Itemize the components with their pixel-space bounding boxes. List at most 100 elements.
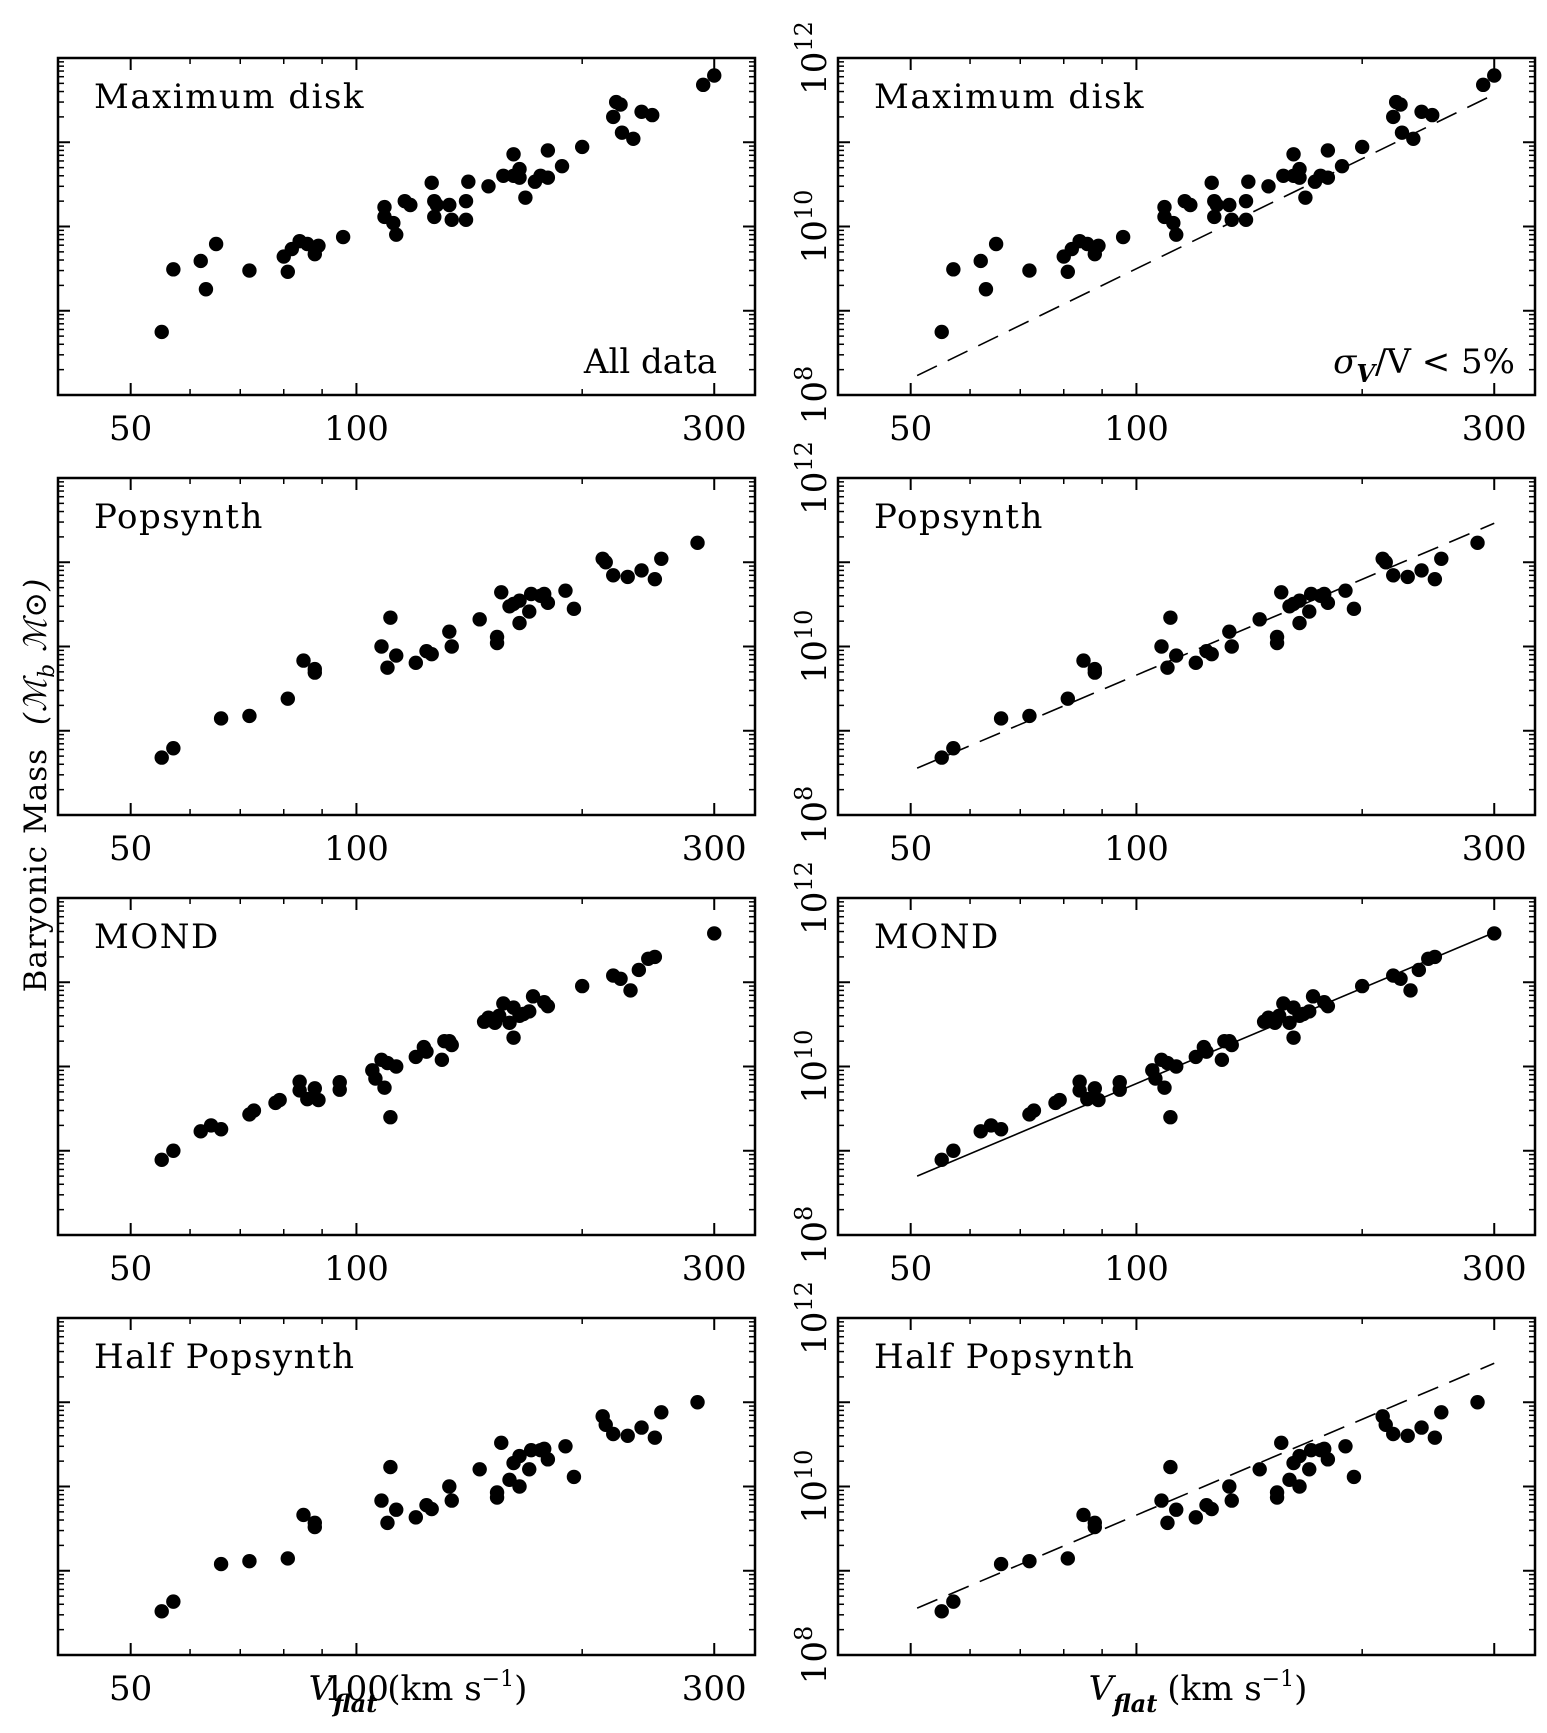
data-point bbox=[1163, 1110, 1178, 1125]
data-point bbox=[1302, 1004, 1317, 1019]
data-point bbox=[389, 227, 404, 242]
panel-label: Popsynth bbox=[94, 497, 264, 537]
data-point bbox=[1091, 1092, 1106, 1108]
x-tick-label: 50 bbox=[889, 1249, 932, 1289]
data-point bbox=[566, 601, 582, 617]
data-point bbox=[620, 569, 635, 585]
panel-left-4: 50 100 300 Half Popsynth bbox=[56, 1316, 757, 1709]
data-point bbox=[1269, 1490, 1285, 1505]
data-point bbox=[613, 971, 628, 986]
x-tick-label: 50 bbox=[889, 409, 932, 449]
data-point bbox=[1222, 197, 1237, 213]
data-point bbox=[166, 1143, 181, 1158]
data-point bbox=[1411, 962, 1427, 978]
x-tick-label: 100 bbox=[324, 409, 389, 449]
data-point bbox=[993, 1556, 1009, 1572]
data-point bbox=[1298, 190, 1313, 205]
x-tick-label: 300 bbox=[1462, 409, 1527, 449]
data-point bbox=[626, 131, 641, 146]
data-point bbox=[1204, 175, 1219, 191]
data-point bbox=[280, 691, 295, 706]
fit-line bbox=[916, 1362, 1495, 1609]
data-point bbox=[374, 1493, 389, 1508]
data-point bbox=[472, 612, 487, 627]
y-tick-label: 1012 bbox=[790, 1281, 835, 1355]
x-tick-label: 50 bbox=[109, 1249, 152, 1289]
data-point bbox=[1209, 197, 1225, 213]
data-point bbox=[1238, 193, 1254, 209]
data-point bbox=[1487, 926, 1502, 941]
data-point bbox=[1076, 653, 1091, 668]
data-point bbox=[489, 1490, 505, 1505]
data-point bbox=[606, 1426, 621, 1442]
data-point bbox=[1087, 1515, 1102, 1531]
data-point bbox=[1434, 551, 1449, 566]
data-point bbox=[1427, 571, 1443, 587]
data-point bbox=[307, 661, 322, 677]
data-point bbox=[383, 1459, 398, 1475]
y-tick-mantissa: 10 bbox=[795, 472, 835, 515]
x-tick-label: 50 bbox=[889, 829, 932, 869]
data-point bbox=[1112, 1082, 1127, 1097]
data-point bbox=[1154, 1493, 1169, 1508]
data-point bbox=[1414, 563, 1429, 578]
data-point bbox=[193, 253, 208, 269]
data-point bbox=[647, 571, 663, 587]
data-point bbox=[311, 238, 326, 254]
data-point bbox=[1241, 174, 1256, 189]
x-tick-label: 300 bbox=[1462, 1249, 1527, 1289]
data-point bbox=[242, 1553, 257, 1569]
data-point bbox=[1320, 998, 1336, 1014]
x-tick-label: 50 bbox=[109, 1669, 152, 1709]
data-point bbox=[1022, 263, 1037, 278]
data-point bbox=[442, 624, 457, 639]
data-point bbox=[1354, 978, 1370, 994]
data-point bbox=[614, 125, 630, 140]
data-point bbox=[506, 147, 521, 162]
x-tick-label: 300 bbox=[682, 829, 747, 869]
data-point bbox=[494, 585, 509, 600]
data-point bbox=[1204, 647, 1219, 662]
y-tick-mantissa: 10 bbox=[795, 640, 835, 683]
x-tick-label: 300 bbox=[682, 1249, 747, 1289]
data-point bbox=[690, 1395, 705, 1410]
panel-note: All data bbox=[583, 342, 717, 382]
data-point bbox=[1292, 593, 1307, 608]
data-point bbox=[1346, 601, 1362, 617]
data-point bbox=[518, 190, 533, 205]
note-sigma: σ bbox=[1333, 342, 1357, 382]
data-point bbox=[1160, 1515, 1175, 1531]
data-point bbox=[613, 97, 628, 112]
data-point bbox=[491, 1008, 507, 1023]
data-point bbox=[623, 983, 638, 998]
data-point bbox=[280, 264, 295, 279]
data-point bbox=[272, 1092, 287, 1108]
y-tick-exponent: 10 bbox=[790, 1030, 818, 1061]
y-tick-label: 108 bbox=[790, 786, 835, 845]
data-point bbox=[386, 215, 401, 231]
data-point bbox=[1320, 170, 1336, 185]
data-point bbox=[424, 647, 439, 662]
data-point bbox=[213, 1556, 229, 1572]
y-tick-label: 1010 bbox=[790, 1030, 835, 1104]
x-tick-label: 100 bbox=[1104, 829, 1169, 869]
data-point bbox=[1394, 125, 1410, 140]
data-point bbox=[934, 324, 949, 340]
data-point bbox=[154, 750, 169, 765]
data-point bbox=[1169, 648, 1184, 663]
panel-label: Popsynth bbox=[874, 497, 1044, 537]
y-tick-exponent: 10 bbox=[790, 610, 818, 641]
data-point bbox=[973, 253, 988, 269]
data-point bbox=[1403, 983, 1418, 998]
data-point bbox=[558, 1439, 573, 1454]
data-point bbox=[645, 107, 660, 123]
data-point bbox=[512, 593, 527, 608]
data-point bbox=[1163, 1459, 1178, 1475]
data-point bbox=[166, 262, 181, 277]
data-point bbox=[1160, 660, 1175, 675]
data-point bbox=[1261, 179, 1276, 194]
data-point bbox=[540, 998, 556, 1014]
data-point bbox=[1115, 229, 1131, 245]
